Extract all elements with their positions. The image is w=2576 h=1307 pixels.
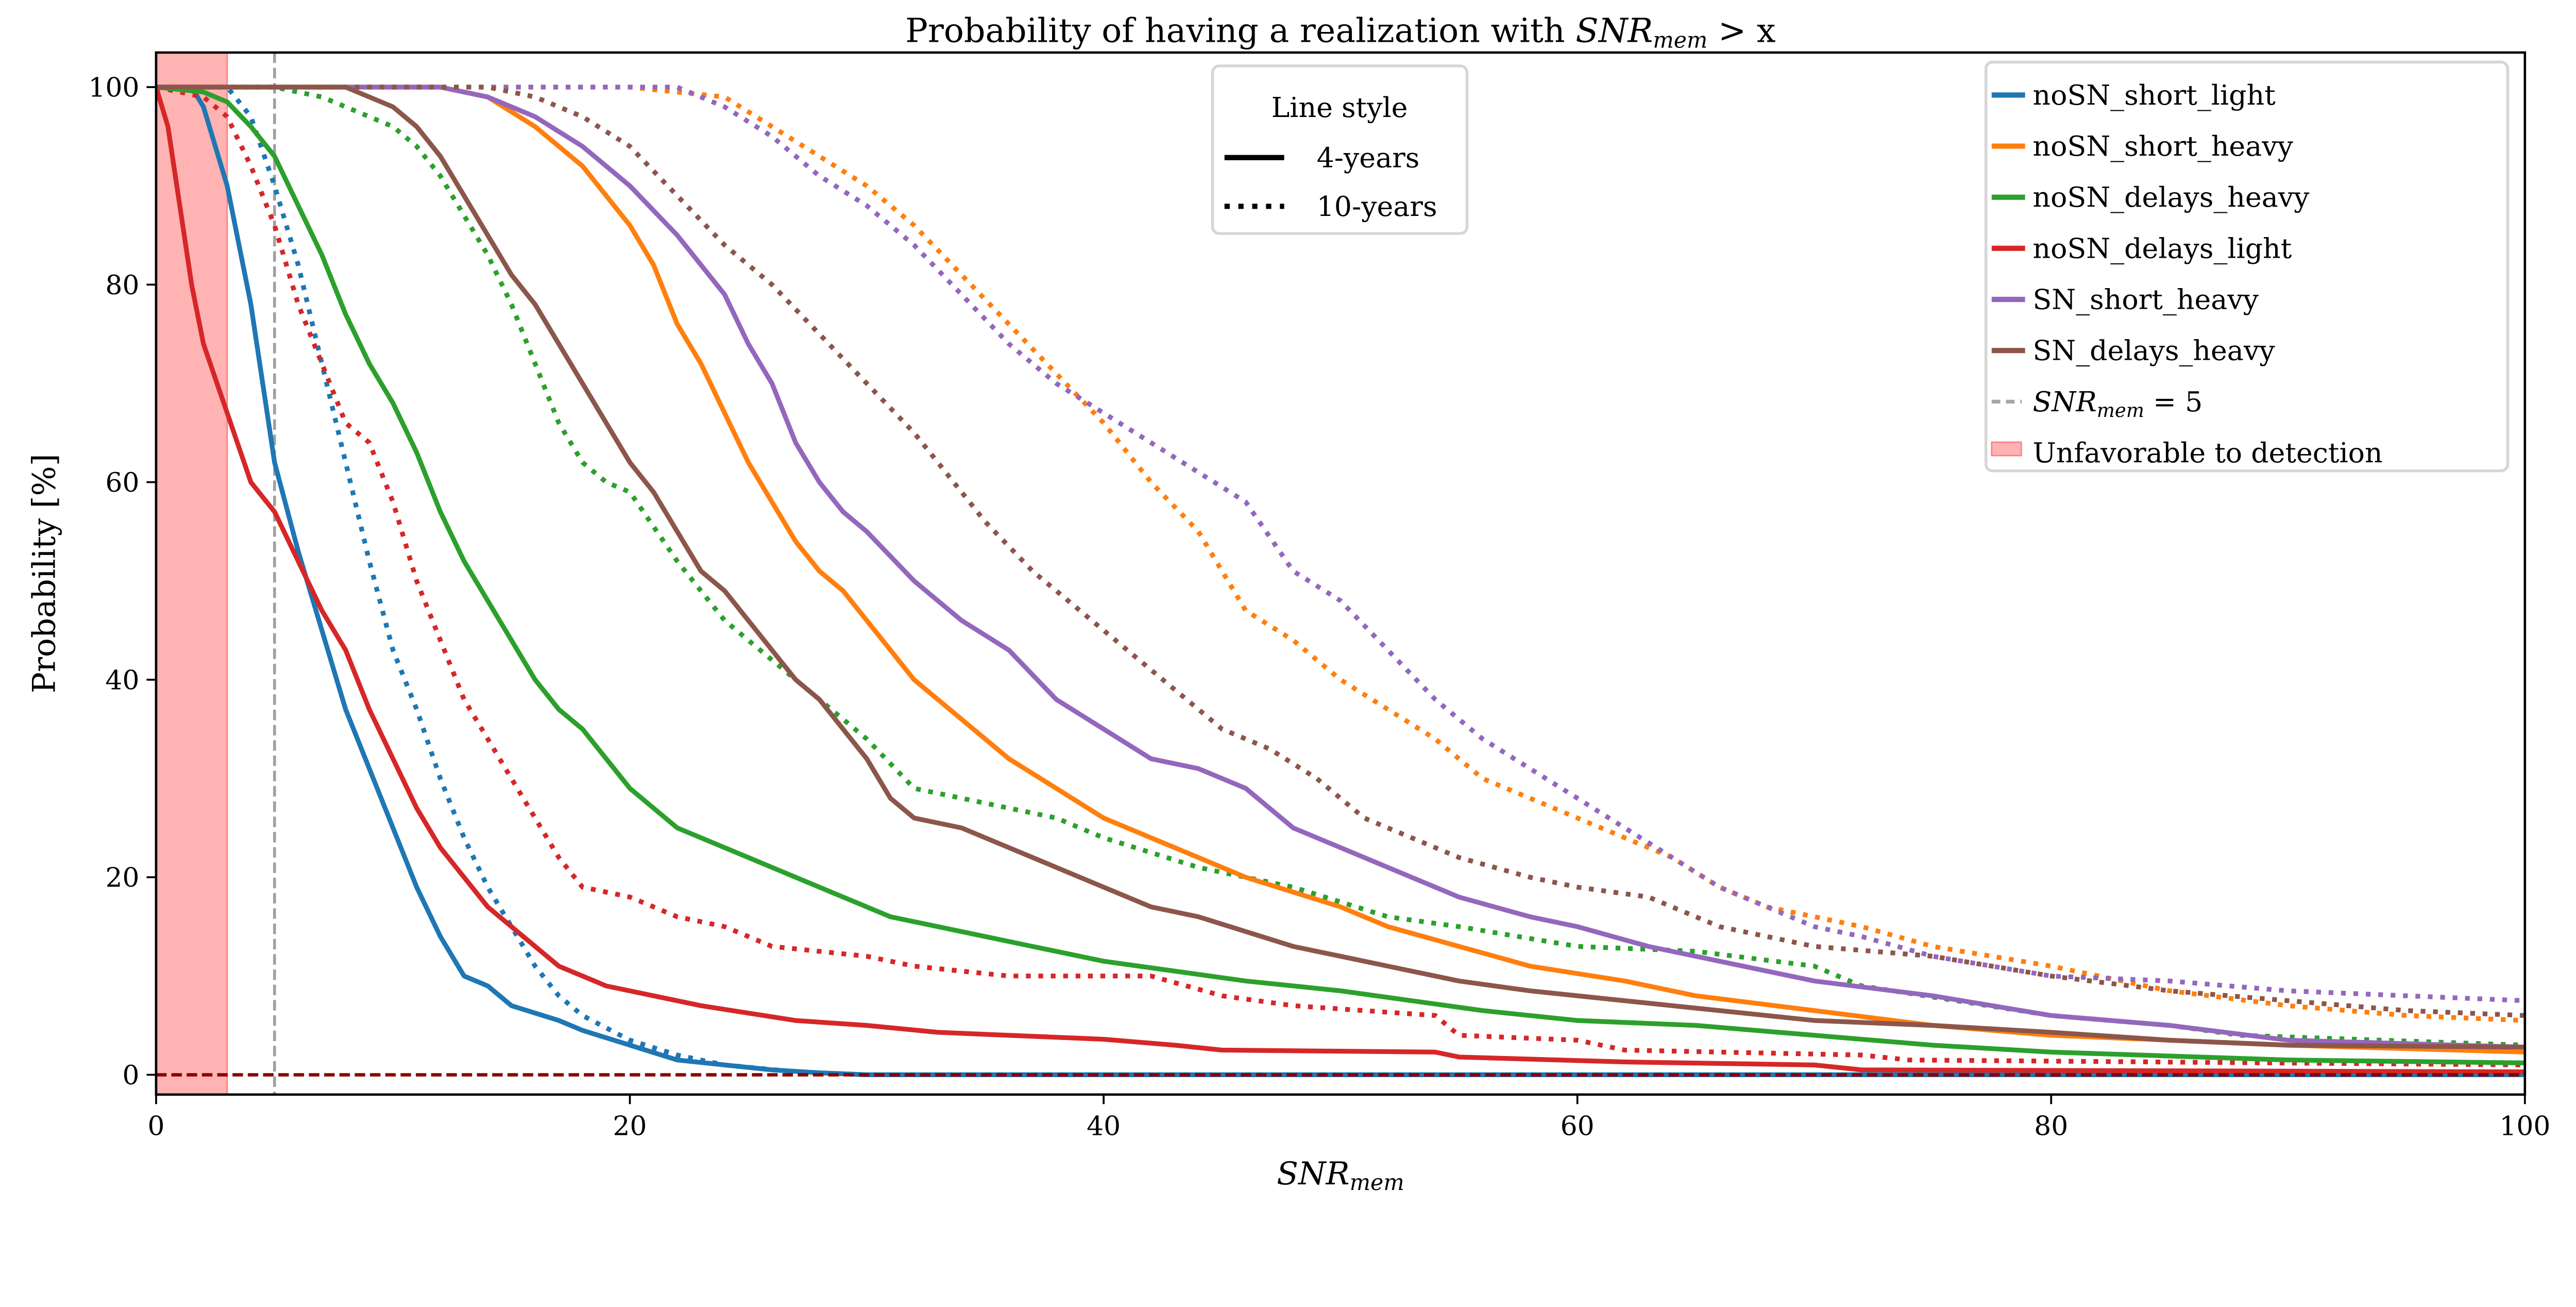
legend-items: noSN_short_light noSN_short_heavy noSN_del… <box>1991 79 2310 367</box>
style-legend-title: Line style <box>1272 91 1408 124</box>
series-line-noSN_short_light-10-years <box>156 85 2525 1078</box>
plot-area: 0 20 40 60 80 100 0 20 40 60 80 100 <box>89 51 2550 1142</box>
legend-snr5-suffix: = 5 <box>2144 386 2202 418</box>
chart-title: Probability of having a realization with… <box>905 12 1775 54</box>
title-math: SNR <box>1575 12 1653 51</box>
series-group <box>156 85 2525 1078</box>
legend-label-10-years: 10-years <box>1317 190 1437 223</box>
legend-label-unfavorable: Unfavorable to detection <box>2032 437 2382 469</box>
series-legend: noSN_short_light noSN_short_heavy noSN_del… <box>1984 60 2510 473</box>
legend-label-SN_delays_heavy: SN_delays_heavy <box>2032 334 2275 367</box>
series-line-noSN_delays_light-10-years <box>156 85 2525 1067</box>
x-tick-label: 20 <box>613 1111 647 1142</box>
legend-label-noSN_short_heavy: noSN_short_heavy <box>2032 130 2293 162</box>
series-line-SN_short_heavy-4-years <box>156 85 2525 1050</box>
series-line-noSN_delays_heavy-4-years <box>156 85 2525 1066</box>
y-tick-label: 40 <box>106 665 140 696</box>
x-tick-label: 100 <box>2499 1111 2550 1142</box>
legend-snr5-subscript: mem <box>2097 399 2144 422</box>
title-subscript: mem <box>1653 28 1707 54</box>
y-tick-label: 20 <box>106 863 140 894</box>
series-line-noSN_short_heavy-10-years <box>156 85 2525 1023</box>
series-line-SN_short_heavy-10-years <box>156 85 2525 1003</box>
legend-label-noSN_delays_light: noSN_delays_light <box>2032 232 2292 264</box>
x-tick-label: 60 <box>1561 1111 1595 1142</box>
x-tick-label: 40 <box>1087 1111 1121 1142</box>
x-axis-label-math: SNR <box>1277 1155 1349 1192</box>
y-tick-label: 80 <box>106 270 140 301</box>
series-line-noSN_delays_light-4-years <box>156 86 2525 1075</box>
chart: Probability of having a realization with… <box>26 12 2551 1196</box>
series-line-noSN_short_heavy-4-years <box>156 85 2525 1055</box>
y-tick-label: 0 <box>123 1060 140 1091</box>
axes-frame <box>155 51 2527 1096</box>
legend-label-noSN_delays_heavy: noSN_delays_heavy <box>2032 181 2310 213</box>
style-legend-frame <box>1211 64 1469 235</box>
style-legend: Line style 4-years 10-years <box>1211 64 1469 235</box>
legend-label-4-years: 4-years <box>1317 141 1420 174</box>
legend-snr5-math: SNR <box>2032 386 2096 418</box>
x-axis-label: SNRmem <box>1277 1155 1404 1196</box>
series-legend-frame <box>1984 60 2510 473</box>
y-tick-label: 100 <box>89 73 140 104</box>
x-tick-label: 0 <box>147 1111 164 1142</box>
title-prefix: Probability of having a realization with <box>905 12 1575 51</box>
title-suffix: > x <box>1707 12 1775 51</box>
y-axis-label: Probability [%] <box>26 454 63 693</box>
legend-label-snr5: SNRmem = 5 <box>2032 386 2202 422</box>
legend-label-noSN_short_light: noSN_short_light <box>2032 79 2276 111</box>
legend-unfavorable-swatch <box>1991 441 2022 457</box>
unfavorable-region <box>155 52 228 1096</box>
series-line-SN_delays_heavy-4-years <box>156 85 2525 1050</box>
y-tick-label: 60 <box>106 467 140 498</box>
x-tick-label: 80 <box>2034 1111 2068 1142</box>
legend-label-SN_short_heavy: SN_short_heavy <box>2032 283 2259 316</box>
x-axis-label-subscript: mem <box>1350 1170 1404 1196</box>
